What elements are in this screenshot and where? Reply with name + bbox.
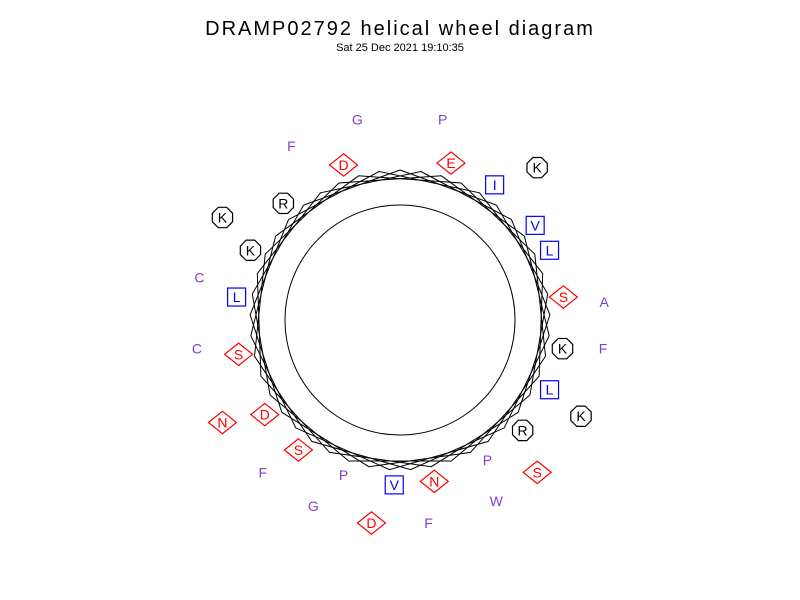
svg-text:P: P: [339, 467, 348, 483]
svg-text:S: S: [532, 464, 541, 480]
residue-s: S: [284, 439, 312, 461]
svg-text:F: F: [259, 464, 268, 480]
svg-text:D: D: [339, 157, 349, 173]
svg-text:E: E: [446, 155, 455, 171]
residue-f: F: [259, 464, 268, 480]
residue-c: C: [194, 269, 204, 285]
residue-s: S: [549, 286, 577, 308]
svg-text:G: G: [308, 498, 319, 514]
residue-d: D: [357, 512, 385, 534]
svg-text:L: L: [546, 382, 554, 398]
svg-text:S: S: [234, 346, 243, 362]
residue-g: G: [352, 111, 363, 127]
residue-k: K: [571, 406, 591, 426]
residue-r: R: [513, 420, 533, 440]
svg-text:P: P: [438, 111, 447, 127]
svg-text:V: V: [530, 217, 540, 233]
svg-text:R: R: [518, 422, 528, 438]
residue-i: I: [486, 176, 504, 194]
residue-n: N: [420, 470, 448, 492]
svg-text:F: F: [599, 341, 608, 357]
residue-n: N: [208, 411, 236, 433]
svg-text:F: F: [424, 515, 433, 531]
residue-f: F: [424, 515, 433, 531]
svg-text:K: K: [246, 242, 256, 258]
residue-g: G: [308, 498, 319, 514]
svg-text:R: R: [278, 195, 288, 211]
svg-text:V: V: [390, 477, 400, 493]
helical-wheel-diagram: EPIKVLSAKFLKRSPWNFVDPGSFDNSCLCKKRFDG: [0, 0, 800, 600]
svg-text:C: C: [194, 269, 204, 285]
svg-text:P: P: [483, 452, 492, 468]
svg-text:L: L: [233, 289, 241, 305]
svg-text:W: W: [490, 493, 504, 509]
svg-text:C: C: [192, 341, 202, 357]
svg-text:K: K: [532, 160, 542, 176]
residue-p: P: [339, 467, 348, 483]
residue-w: W: [490, 493, 504, 509]
svg-text:N: N: [429, 473, 439, 489]
residue-l: L: [541, 241, 559, 259]
svg-text:G: G: [352, 111, 363, 127]
residue-a: A: [600, 294, 610, 310]
residue-d: D: [251, 403, 279, 425]
svg-text:I: I: [493, 177, 497, 193]
residue-f: F: [599, 341, 608, 357]
svg-text:N: N: [217, 415, 227, 431]
residue-k: K: [552, 339, 572, 359]
residue-l: L: [541, 381, 559, 399]
residue-s: S: [523, 461, 551, 483]
residue-v: V: [385, 476, 403, 494]
residue-s: S: [225, 343, 253, 365]
residue-l: L: [228, 288, 246, 306]
residue-c: C: [192, 341, 202, 357]
residue-v: V: [526, 216, 544, 234]
svg-text:L: L: [546, 242, 554, 258]
svg-text:K: K: [218, 210, 228, 226]
residue-f: F: [287, 138, 296, 154]
residue-k: K: [212, 207, 232, 227]
residue-k: K: [240, 240, 260, 260]
residue-k: K: [527, 158, 547, 178]
svg-text:K: K: [576, 408, 586, 424]
svg-text:S: S: [559, 289, 568, 305]
residue-p: P: [483, 452, 492, 468]
svg-text:S: S: [294, 442, 303, 458]
svg-text:D: D: [366, 515, 376, 531]
residue-e: E: [437, 152, 465, 174]
svg-text:F: F: [287, 138, 296, 154]
residue-r: R: [273, 193, 293, 213]
svg-text:K: K: [558, 341, 568, 357]
svg-text:D: D: [260, 407, 270, 423]
svg-text:A: A: [600, 294, 610, 310]
residue-d: D: [330, 154, 358, 176]
residue-p: P: [438, 111, 447, 127]
